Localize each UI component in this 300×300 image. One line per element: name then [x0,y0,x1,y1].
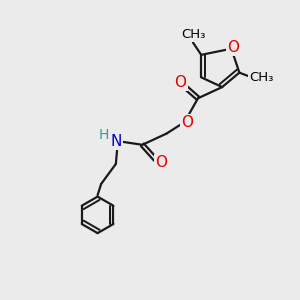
Text: O: O [155,155,167,170]
Text: N: N [110,134,122,149]
Text: O: O [227,40,239,55]
Text: O: O [174,75,186,90]
Text: H: H [99,128,109,142]
Text: CH₃: CH₃ [181,28,205,41]
Text: O: O [181,116,193,130]
Text: CH₃: CH₃ [249,71,273,84]
